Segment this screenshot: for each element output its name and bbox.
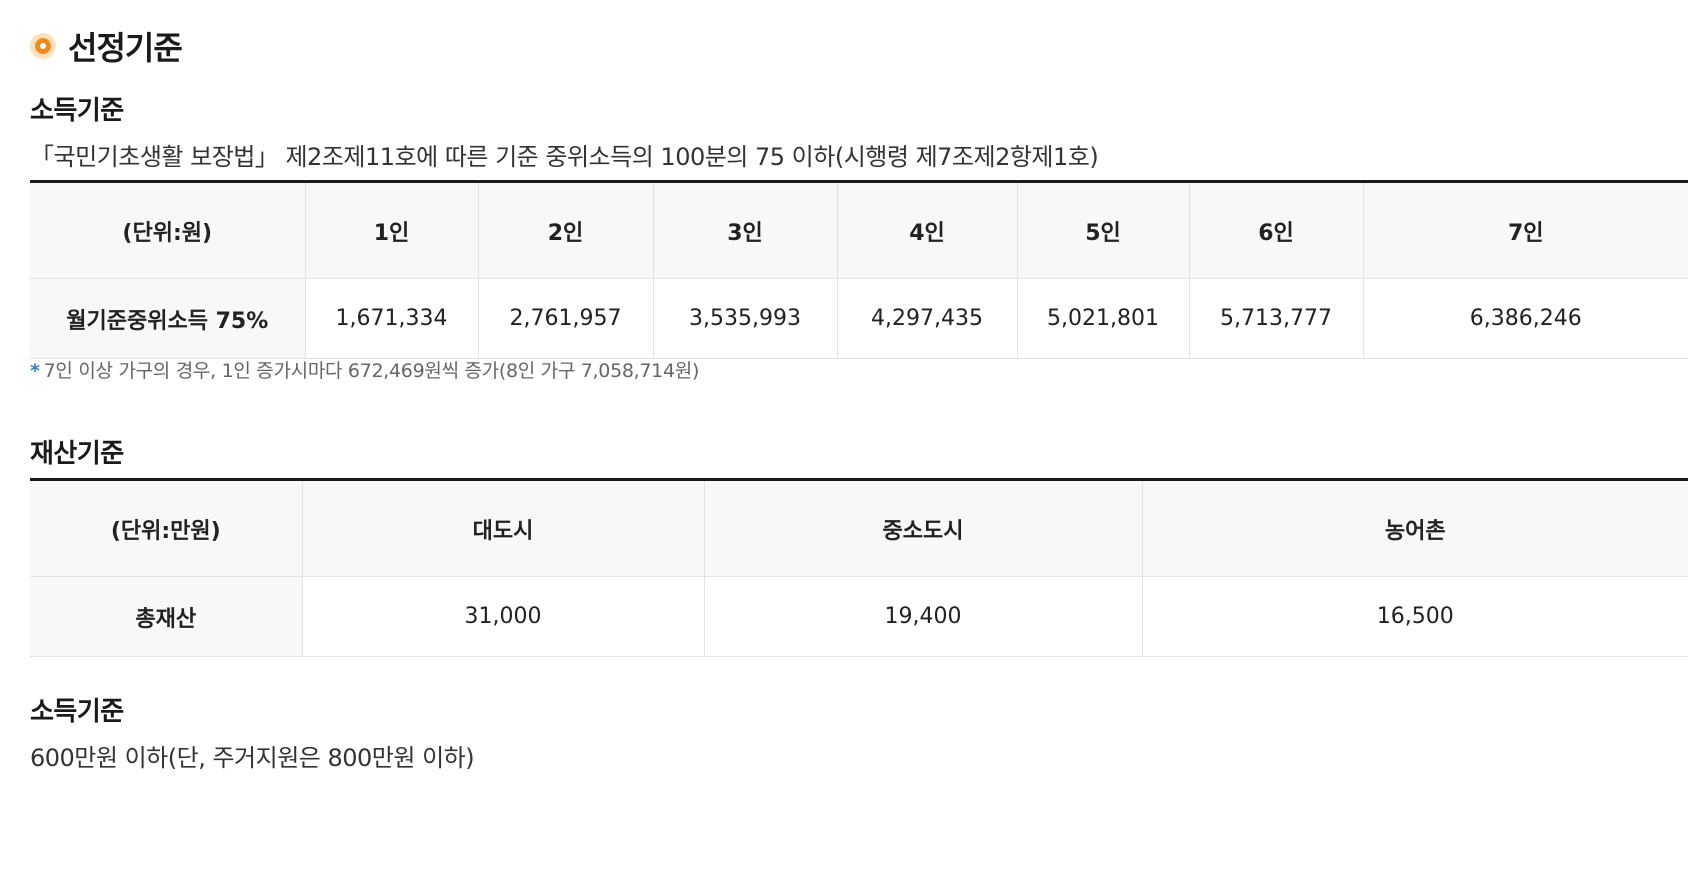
property-col-header: 대도시 — [301, 479, 704, 577]
table-row: 총재산 31,000 19,400 16,500 — [30, 576, 1688, 657]
income-value-cell: 2,761,957 — [477, 278, 653, 359]
asterisk-icon: * — [30, 360, 40, 382]
property-unit-cell: (단위:만원) — [30, 479, 302, 577]
property-value-cell: 16,500 — [1141, 576, 1688, 657]
property-value-cell: 19,400 — [703, 576, 1142, 657]
income-value-cell: 6,386,246 — [1362, 278, 1688, 359]
income-note: * 7인 이상 가구의 경우, 1인 증가시마다 672,469원씩 증가(8인 … — [30, 356, 699, 383]
income-note-text: 7인 이상 가구의 경우, 1인 증가시마다 672,469원씩 증가(8인 가… — [43, 360, 700, 382]
property-table-header-row: (단위:만원) 대도시 중소도시 농어촌 — [30, 479, 1688, 577]
property-heading: 재산기준 — [30, 439, 124, 469]
income-value-cell: 4,297,435 — [836, 278, 1017, 359]
property-row-label: 총재산 — [30, 576, 302, 657]
page-title: 선정기준 — [68, 29, 183, 67]
income-unit-cell: (단위:원) — [30, 181, 305, 279]
income-description: 「국민기초생활 보장법」 제2조제11호에 따른 기준 중위소득의 100분의 … — [30, 143, 1099, 171]
title-row: 선정기준 — [30, 26, 183, 67]
income-col-header: 5인 — [1016, 181, 1189, 279]
table-row: 월기준중위소득 75% 1,671,334 2,761,957 3,535,99… — [30, 278, 1688, 359]
income-col-header: 4인 — [836, 181, 1017, 279]
circle-bullet-icon — [30, 33, 56, 59]
income-value-cell: 3,535,993 — [652, 278, 837, 359]
income-col-header: 1인 — [304, 181, 478, 279]
income-table: (단위:원) 1인 2인 3인 4인 5인 6인 7인 월기준중위소득 75% … — [30, 180, 1688, 359]
property-col-header: 중소도시 — [703, 479, 1142, 577]
property-value-cell: 31,000 — [301, 576, 704, 657]
income-col-header: 7인 — [1362, 181, 1688, 279]
income2-heading: 소득기준 — [30, 697, 124, 727]
income2-description: 600만원 이하(단, 주거지원은 800만원 이하) — [30, 744, 475, 772]
income-col-header: 2인 — [477, 181, 653, 279]
property-col-header: 농어촌 — [1141, 479, 1688, 577]
income-value-cell: 1,671,334 — [304, 278, 478, 359]
income-heading: 소득기준 — [30, 96, 124, 126]
property-table: (단위:만원) 대도시 중소도시 농어촌 총재산 31,000 19,400 1… — [30, 478, 1688, 657]
income-table-header-row: (단위:원) 1인 2인 3인 4인 5인 6인 7인 — [30, 181, 1688, 279]
income-value-cell: 5,713,777 — [1188, 278, 1363, 359]
income-col-header: 3인 — [652, 181, 837, 279]
income-value-cell: 5,021,801 — [1016, 278, 1189, 359]
income-row-label: 월기준중위소득 75% — [30, 278, 305, 359]
income-col-header: 6인 — [1188, 181, 1363, 279]
